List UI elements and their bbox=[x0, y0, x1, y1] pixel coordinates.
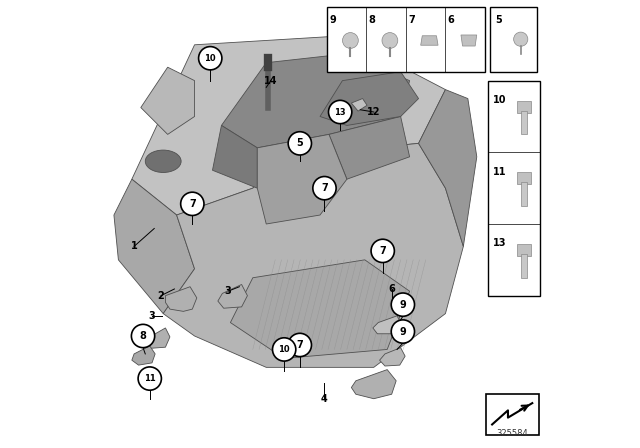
Circle shape bbox=[313, 177, 336, 200]
Circle shape bbox=[138, 367, 161, 390]
Text: 13: 13 bbox=[493, 238, 506, 248]
Circle shape bbox=[198, 47, 222, 70]
Bar bbox=[327, 7, 484, 72]
Circle shape bbox=[288, 333, 312, 357]
Text: 3: 3 bbox=[225, 286, 232, 296]
Polygon shape bbox=[132, 36, 445, 215]
Polygon shape bbox=[320, 72, 419, 125]
Circle shape bbox=[514, 32, 528, 46]
Circle shape bbox=[391, 320, 415, 343]
Polygon shape bbox=[221, 54, 410, 148]
Text: 7: 7 bbox=[408, 14, 415, 25]
Text: 7: 7 bbox=[380, 246, 386, 256]
Polygon shape bbox=[163, 143, 463, 367]
Text: 6: 6 bbox=[448, 14, 454, 25]
Text: 1: 1 bbox=[131, 241, 138, 251]
Text: 9: 9 bbox=[329, 14, 336, 25]
Polygon shape bbox=[420, 36, 438, 45]
Bar bbox=[490, 7, 538, 72]
Polygon shape bbox=[351, 370, 396, 399]
Polygon shape bbox=[419, 90, 477, 246]
Text: 10: 10 bbox=[204, 54, 216, 63]
Bar bbox=[517, 172, 531, 184]
Bar bbox=[517, 101, 531, 112]
Polygon shape bbox=[257, 134, 347, 224]
Bar bbox=[521, 182, 527, 206]
Circle shape bbox=[342, 33, 358, 48]
Text: 8: 8 bbox=[369, 14, 376, 25]
Text: 6: 6 bbox=[388, 284, 395, 294]
Bar bbox=[517, 244, 531, 256]
Text: 10: 10 bbox=[278, 345, 290, 354]
Text: 7: 7 bbox=[189, 199, 196, 209]
Polygon shape bbox=[461, 35, 477, 46]
Text: 9: 9 bbox=[399, 300, 406, 310]
Text: 10: 10 bbox=[493, 95, 506, 105]
Text: 12: 12 bbox=[367, 107, 381, 117]
Text: 11: 11 bbox=[493, 167, 506, 177]
Text: 5: 5 bbox=[495, 14, 502, 25]
Bar bbox=[488, 81, 540, 296]
Text: 7: 7 bbox=[321, 183, 328, 193]
Circle shape bbox=[328, 100, 352, 124]
Polygon shape bbox=[380, 348, 405, 366]
Circle shape bbox=[273, 338, 296, 361]
Polygon shape bbox=[165, 287, 197, 311]
Circle shape bbox=[391, 293, 415, 316]
Polygon shape bbox=[351, 99, 367, 111]
Text: 9: 9 bbox=[399, 327, 406, 336]
Circle shape bbox=[382, 33, 398, 48]
Circle shape bbox=[288, 132, 312, 155]
Text: 13: 13 bbox=[334, 108, 346, 116]
Text: 4: 4 bbox=[321, 394, 328, 404]
Text: 2: 2 bbox=[157, 291, 164, 301]
Text: 325584: 325584 bbox=[497, 429, 529, 438]
Polygon shape bbox=[141, 67, 195, 134]
Text: 8: 8 bbox=[140, 331, 147, 341]
Polygon shape bbox=[143, 328, 170, 349]
Circle shape bbox=[131, 324, 155, 348]
Circle shape bbox=[180, 192, 204, 215]
Bar bbox=[521, 111, 527, 134]
Polygon shape bbox=[373, 316, 401, 334]
Bar bbox=[521, 254, 527, 278]
Text: 7: 7 bbox=[296, 340, 303, 350]
Text: 3: 3 bbox=[148, 311, 156, 321]
Circle shape bbox=[371, 239, 394, 263]
Text: 5: 5 bbox=[296, 138, 303, 148]
Ellipse shape bbox=[145, 150, 181, 172]
Polygon shape bbox=[329, 116, 410, 179]
Polygon shape bbox=[218, 284, 248, 308]
Text: 11: 11 bbox=[144, 374, 156, 383]
Bar bbox=[486, 394, 539, 435]
Polygon shape bbox=[212, 125, 257, 188]
Polygon shape bbox=[114, 179, 195, 314]
Text: 14: 14 bbox=[264, 76, 278, 86]
Polygon shape bbox=[132, 346, 155, 365]
Polygon shape bbox=[230, 260, 410, 358]
